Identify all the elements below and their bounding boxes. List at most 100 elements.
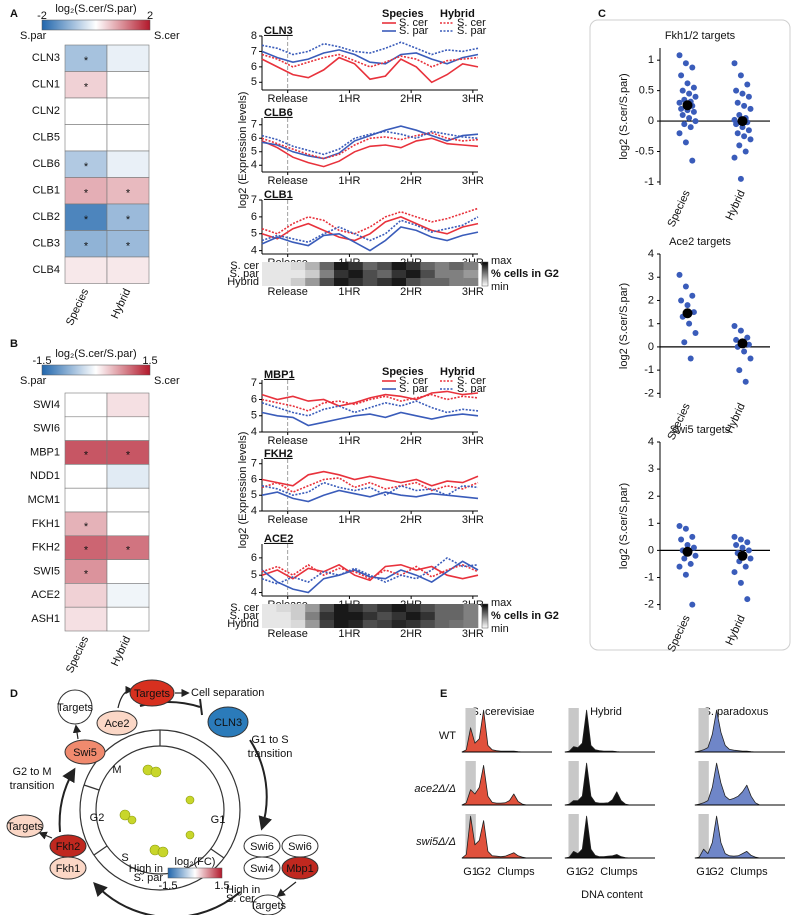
g2-cell [262, 620, 277, 628]
node-label: Swi4 [250, 863, 274, 875]
y-tick-label: 6 [251, 393, 257, 405]
g2-x-label: Release [268, 286, 308, 298]
heatmap-cell [64, 124, 108, 152]
series-line [261, 556, 479, 585]
point [689, 601, 696, 608]
g2-cell [262, 262, 277, 270]
g2-cell [276, 270, 292, 278]
point [747, 555, 754, 562]
g2-title: % cells in G2 [491, 268, 559, 280]
x-label: Clumps [600, 866, 638, 878]
y-tick-label: 6 [251, 61, 257, 73]
point [679, 87, 686, 94]
x-axis-label: DNA content [581, 889, 643, 901]
row-label: MBP1 [30, 446, 60, 458]
heatmap-cell [106, 416, 150, 441]
annotation: G1 to S [251, 734, 288, 746]
series-line [261, 393, 479, 412]
g2-cell [434, 604, 450, 612]
y-tick-label: 1 [648, 54, 654, 66]
point [676, 99, 683, 106]
g2-cell [377, 612, 392, 620]
node [64, 739, 106, 765]
heatmap-cell [64, 464, 108, 489]
point [742, 563, 749, 570]
y-tick-label: 0 [648, 341, 654, 353]
point [676, 523, 683, 529]
point [744, 334, 751, 341]
node [243, 856, 281, 880]
point [744, 81, 751, 88]
heatmap-cell [106, 230, 150, 258]
heatmap-cell [106, 464, 150, 489]
y-tick-label: 6 [251, 552, 257, 564]
point [741, 133, 748, 140]
y-tick-label: 8 [251, 30, 257, 42]
g2-cell [434, 262, 450, 270]
subplot-title: CLB6 [264, 107, 293, 119]
colorbar-max: 1.5 [142, 355, 157, 367]
column-label: Hybrid [109, 287, 133, 321]
point [687, 124, 694, 131]
y-tick-label: 5 [251, 489, 257, 501]
heatmap-cell [106, 150, 150, 178]
point [692, 93, 699, 100]
panel-label: C [598, 8, 606, 20]
colorbar-max: 2 [147, 10, 153, 22]
ring-divider [93, 845, 108, 856]
node-label: Swi6 [288, 841, 312, 853]
g2-cell [434, 620, 450, 628]
g2-cell [276, 278, 292, 286]
arrow [93, 881, 241, 915]
series-line [261, 411, 479, 427]
point [747, 355, 754, 362]
arrow [249, 739, 273, 831]
g2-cell [305, 262, 320, 270]
significance-star: * [84, 214, 89, 226]
significance-star: * [126, 214, 131, 226]
point [682, 525, 689, 532]
node [96, 710, 138, 736]
point [681, 121, 688, 128]
y-axis-label: log2 (Expression levels) [237, 92, 249, 209]
mean-point [737, 116, 748, 127]
g2-cell [276, 620, 292, 628]
y-axis-label: log2 (S.cer/S.par) [618, 73, 630, 159]
subplot-title: CLN3 [264, 25, 293, 37]
series-line [261, 53, 479, 68]
node [129, 679, 175, 707]
point [734, 130, 741, 137]
repression-bar [199, 698, 203, 716]
colorbar-low-label: S.par [20, 30, 47, 42]
arrow [72, 724, 82, 740]
row-label: CLB2 [32, 211, 60, 223]
heatmap-cell [106, 203, 150, 231]
y-tick-label: 5 [251, 410, 257, 422]
annotation: Cell separation [191, 687, 264, 699]
node [207, 706, 249, 738]
y-tick-label: 4 [251, 426, 257, 438]
point [686, 115, 693, 122]
heatmap-cell [64, 97, 108, 125]
g2-cell [391, 262, 407, 270]
row-label: CLN1 [32, 79, 60, 91]
row-label: CLN2 [32, 105, 60, 117]
g2-x-label: Release [268, 628, 308, 640]
column-label: Species [64, 286, 92, 327]
significance-star: * [84, 82, 89, 94]
heatmap-cell [106, 559, 150, 584]
legend-label: S. par [457, 383, 487, 395]
g2-cell [290, 278, 306, 286]
point [681, 339, 688, 346]
cell [185, 830, 195, 840]
y-tick-label: -1 [644, 364, 654, 376]
panel-label: B [10, 338, 18, 350]
x-tick-label: 2HR [400, 435, 422, 447]
point [742, 148, 749, 155]
plot-title: Fkh1/2 targets [665, 30, 736, 42]
point [678, 297, 685, 304]
y-tick-label: 1 [648, 517, 654, 529]
x-tick-label: 1HR [338, 435, 360, 447]
colorbar [167, 867, 223, 879]
point [686, 90, 693, 97]
